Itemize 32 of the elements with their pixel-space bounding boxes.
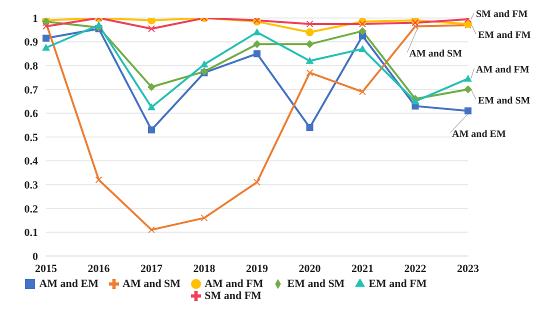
x-tick-label: 2023 bbox=[457, 262, 480, 275]
x-tick-label: 2019 bbox=[246, 262, 268, 275]
annotation: AM and SM bbox=[409, 48, 463, 60]
y-tick-label: 0.4 bbox=[24, 156, 38, 168]
legend-label: SM and FM bbox=[204, 290, 262, 302]
legend-label: AM and SM bbox=[122, 278, 181, 290]
x-tick-label: 2017 bbox=[140, 262, 163, 275]
y-tick-label: 0.8 bbox=[24, 60, 38, 73]
y-tick-label: 1 bbox=[32, 12, 38, 25]
annotation: EM and FM bbox=[478, 30, 532, 41]
y-tick-label: 0.3 bbox=[24, 180, 38, 192]
x-tick-label: 2022 bbox=[404, 262, 427, 275]
y-tick-label: 0.5 bbox=[24, 132, 38, 144]
y-tick-label: 0.6 bbox=[24, 108, 38, 120]
x-tick-label: 2015 bbox=[35, 262, 58, 275]
legend-label: EM and FM bbox=[368, 278, 427, 290]
legend-label: AM and EM bbox=[39, 278, 98, 290]
annotation: AM and EM bbox=[452, 128, 506, 140]
annotation: SM and FM bbox=[476, 9, 528, 20]
x-tick-label: 2020 bbox=[298, 262, 322, 275]
annotation: AM and FM bbox=[476, 64, 530, 76]
x-tick-label: 2016 bbox=[88, 262, 110, 275]
y-tick-label: 0.2 bbox=[24, 203, 38, 216]
x-tick-label: 2018 bbox=[193, 262, 216, 275]
y-tick-label: 0.7 bbox=[24, 84, 38, 96]
legend-label: AM and FM bbox=[204, 278, 264, 290]
y-tick-label: 0.9 bbox=[24, 36, 38, 49]
legend-label: EM and SM bbox=[287, 278, 345, 290]
annotation: EM and SM bbox=[478, 95, 531, 106]
y-tick-label: 0 bbox=[32, 250, 38, 263]
y-tick-label: 0.1 bbox=[24, 227, 38, 240]
x-tick-label: 2021 bbox=[352, 262, 374, 275]
